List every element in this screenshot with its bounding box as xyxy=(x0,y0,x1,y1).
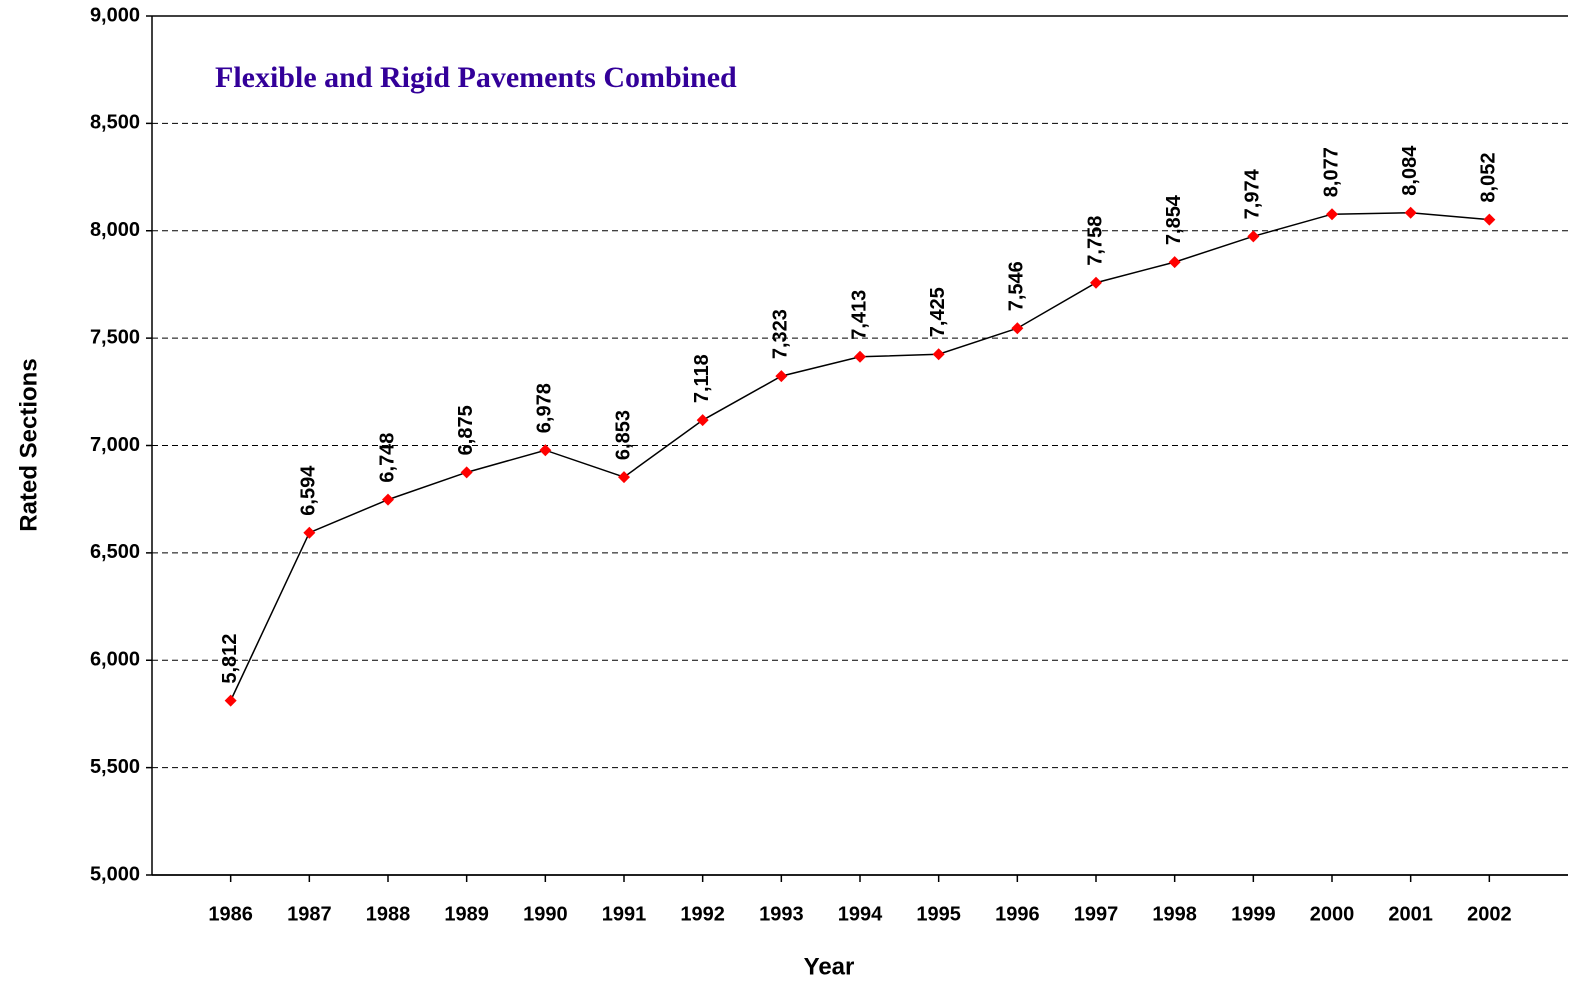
x-tick-label: 1990 xyxy=(523,903,568,925)
data-label: 7,546 xyxy=(1006,261,1028,311)
point xyxy=(775,370,788,383)
x-tick-label: 1996 xyxy=(995,903,1040,925)
point xyxy=(303,526,316,539)
data-label: 7,118 xyxy=(691,354,713,403)
data-label: 8,052 xyxy=(1478,153,1500,203)
point xyxy=(1483,213,1496,226)
x-tick-label: 1986 xyxy=(208,903,253,925)
data-label: 6,853 xyxy=(612,410,634,460)
data-label: 6,748 xyxy=(376,433,398,483)
y-tick-label: 8,000 xyxy=(90,219,140,241)
x-tick-label: 1998 xyxy=(1152,903,1197,925)
x-tick-label: 1987 xyxy=(287,903,332,925)
x-tick-label: 2002 xyxy=(1467,903,1512,925)
x-tick-label: 1989 xyxy=(444,903,489,925)
point xyxy=(382,493,394,506)
data-label: 7,425 xyxy=(927,287,949,337)
y-tick-label: 5,000 xyxy=(90,863,140,885)
data-label: 7,974 xyxy=(1242,168,1264,219)
point xyxy=(539,444,552,457)
y-tick-label: 5,500 xyxy=(90,756,140,778)
point xyxy=(696,414,709,427)
x-tick-label: 1993 xyxy=(759,903,804,925)
point xyxy=(460,466,473,479)
point xyxy=(1090,276,1102,289)
point xyxy=(1168,256,1181,269)
point xyxy=(224,694,237,707)
chart-title: Flexible and Rigid Pavements Combined xyxy=(215,61,737,94)
data-label: 7,413 xyxy=(848,290,870,340)
data-label: 7,854 xyxy=(1163,194,1185,245)
data-label: 8,077 xyxy=(1320,147,1342,197)
y-tick-label: 6,000 xyxy=(90,649,140,671)
series-line xyxy=(229,211,1490,701)
data-label: 7,323 xyxy=(770,309,792,359)
data-label: 7,758 xyxy=(1084,216,1106,266)
point xyxy=(1247,230,1260,243)
y-tick-label: 9,000 xyxy=(90,4,140,26)
x-tick-label: 1994 xyxy=(838,903,883,925)
x-tick-label: 1992 xyxy=(680,903,725,925)
x-tick-label: 1991 xyxy=(602,903,647,925)
data-label: 5,812 xyxy=(219,634,241,684)
point xyxy=(618,471,630,484)
point xyxy=(1326,208,1338,221)
point xyxy=(854,350,866,363)
data-label: 6,594 xyxy=(298,465,320,516)
y-tick-label: 7,500 xyxy=(90,326,140,348)
point xyxy=(1404,206,1417,219)
point xyxy=(932,348,945,361)
x-tick-label: 1995 xyxy=(916,903,961,925)
x-axis-title: Year xyxy=(804,953,855,980)
y-tick-label: 7,000 xyxy=(90,434,140,456)
x-tick-label: 1988 xyxy=(366,903,411,925)
data-label: 8,084 xyxy=(1399,145,1421,196)
point xyxy=(1011,322,1024,335)
data-label: 6,875 xyxy=(455,405,477,455)
y-tick-label: 6,500 xyxy=(90,541,140,563)
y-axis-title: Rated Sections xyxy=(15,358,42,531)
data-label: 6,978 xyxy=(534,383,556,433)
y-tick-label: 8,500 xyxy=(90,112,140,134)
x-tick-label: 2000 xyxy=(1310,903,1355,925)
x-tick-label: 1999 xyxy=(1231,903,1276,925)
x-tick-label: 2001 xyxy=(1388,903,1433,925)
x-tick-label: 1997 xyxy=(1074,903,1119,925)
